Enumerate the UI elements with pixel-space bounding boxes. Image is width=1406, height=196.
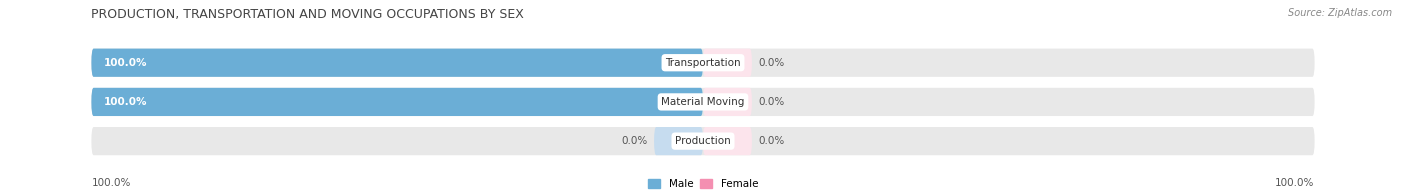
FancyBboxPatch shape	[703, 127, 752, 155]
FancyBboxPatch shape	[91, 49, 1315, 77]
Legend: Male, Female: Male, Female	[648, 179, 758, 189]
Text: 0.0%: 0.0%	[758, 97, 785, 107]
Text: Transportation: Transportation	[665, 58, 741, 68]
FancyBboxPatch shape	[91, 127, 1315, 155]
Text: Material Moving: Material Moving	[661, 97, 745, 107]
Text: 0.0%: 0.0%	[758, 136, 785, 146]
Text: Source: ZipAtlas.com: Source: ZipAtlas.com	[1288, 8, 1392, 18]
Text: PRODUCTION, TRANSPORTATION AND MOVING OCCUPATIONS BY SEX: PRODUCTION, TRANSPORTATION AND MOVING OC…	[91, 8, 524, 21]
Text: 0.0%: 0.0%	[621, 136, 648, 146]
FancyBboxPatch shape	[703, 88, 752, 116]
Text: 100.0%: 100.0%	[104, 97, 148, 107]
Text: 0.0%: 0.0%	[758, 58, 785, 68]
FancyBboxPatch shape	[91, 88, 1315, 116]
FancyBboxPatch shape	[91, 49, 703, 77]
Text: 100.0%: 100.0%	[104, 58, 148, 68]
Text: 100.0%: 100.0%	[1275, 178, 1315, 188]
FancyBboxPatch shape	[91, 88, 703, 116]
Text: 100.0%: 100.0%	[91, 178, 131, 188]
Text: Production: Production	[675, 136, 731, 146]
FancyBboxPatch shape	[703, 49, 752, 77]
FancyBboxPatch shape	[654, 127, 703, 155]
